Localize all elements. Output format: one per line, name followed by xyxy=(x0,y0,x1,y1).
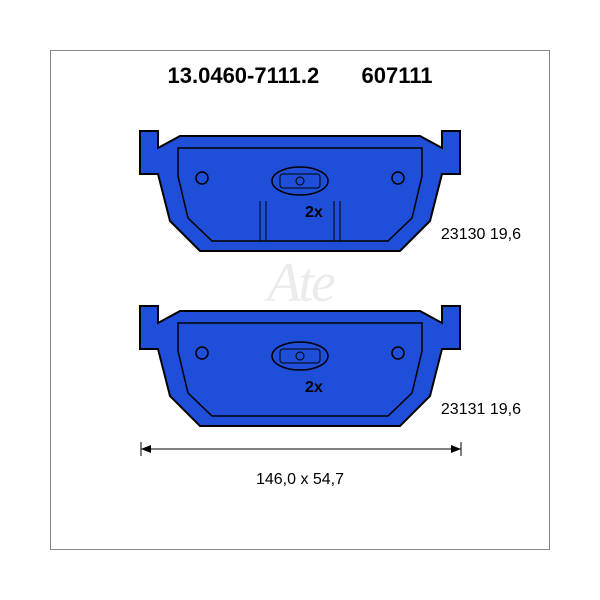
brake-pad-top: 2x xyxy=(130,126,470,271)
brake-pad-bottom: 2x xyxy=(130,301,470,446)
thickness-top: 19,6 xyxy=(490,226,521,243)
ref-label-bottom: 23131 19,6 xyxy=(441,401,521,419)
thickness-bottom: 19,6 xyxy=(490,401,521,418)
qty-label-bottom: 2x xyxy=(305,379,323,397)
dimension-line xyxy=(131,439,471,469)
ref-label-top: 23130 19,6 xyxy=(441,226,521,244)
ref-number-top: 23130 xyxy=(441,226,486,243)
brake-pad-top-svg xyxy=(130,126,470,266)
header: 13.0460-7111.2 607111 xyxy=(51,63,549,89)
ref-number-bottom: 23131 xyxy=(441,401,486,418)
short-code: 607111 xyxy=(361,63,432,88)
diagram-frame: 13.0460-7111.2 607111 Ate 2x 23130 xyxy=(50,50,550,550)
brake-pad-bottom-svg xyxy=(130,301,470,441)
qty-label-top: 2x xyxy=(305,204,323,222)
dimensions-label: 146,0 x 54,7 xyxy=(51,471,549,489)
part-number: 13.0460-7111.2 xyxy=(168,63,320,88)
